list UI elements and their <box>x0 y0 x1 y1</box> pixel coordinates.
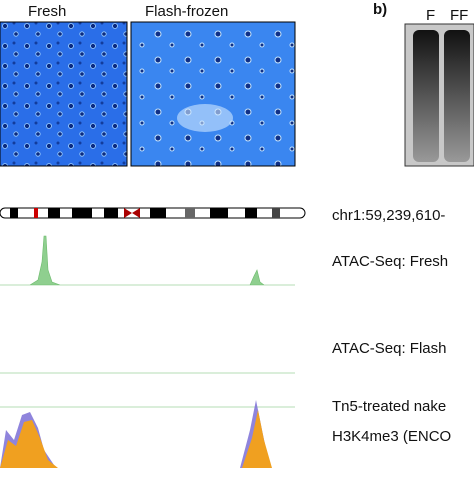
locus: chr1:59,239,610- <box>332 207 445 224</box>
gel-lane <box>444 30 470 162</box>
lane-label: FF <box>450 7 468 24</box>
track-name: ATAC-Seq: Fresh <box>332 253 448 270</box>
image-label: Flash-frozen <box>145 3 228 20</box>
track <box>0 235 295 408</box>
lane-label: F <box>426 7 435 24</box>
track-name: H3K4me3 (ENCO <box>332 428 451 445</box>
gel-lane <box>413 30 439 162</box>
track-name: Tn5-treated nake <box>332 398 446 415</box>
ideogram <box>0 207 306 219</box>
panel-letter: b) <box>373 1 387 18</box>
cell-clump <box>177 104 233 132</box>
track-name: ATAC-Seq: Flash <box>332 340 446 357</box>
micrograph <box>0 21 128 167</box>
track <box>0 400 272 468</box>
image-label: Fresh <box>28 3 66 20</box>
micrograph <box>130 21 296 167</box>
